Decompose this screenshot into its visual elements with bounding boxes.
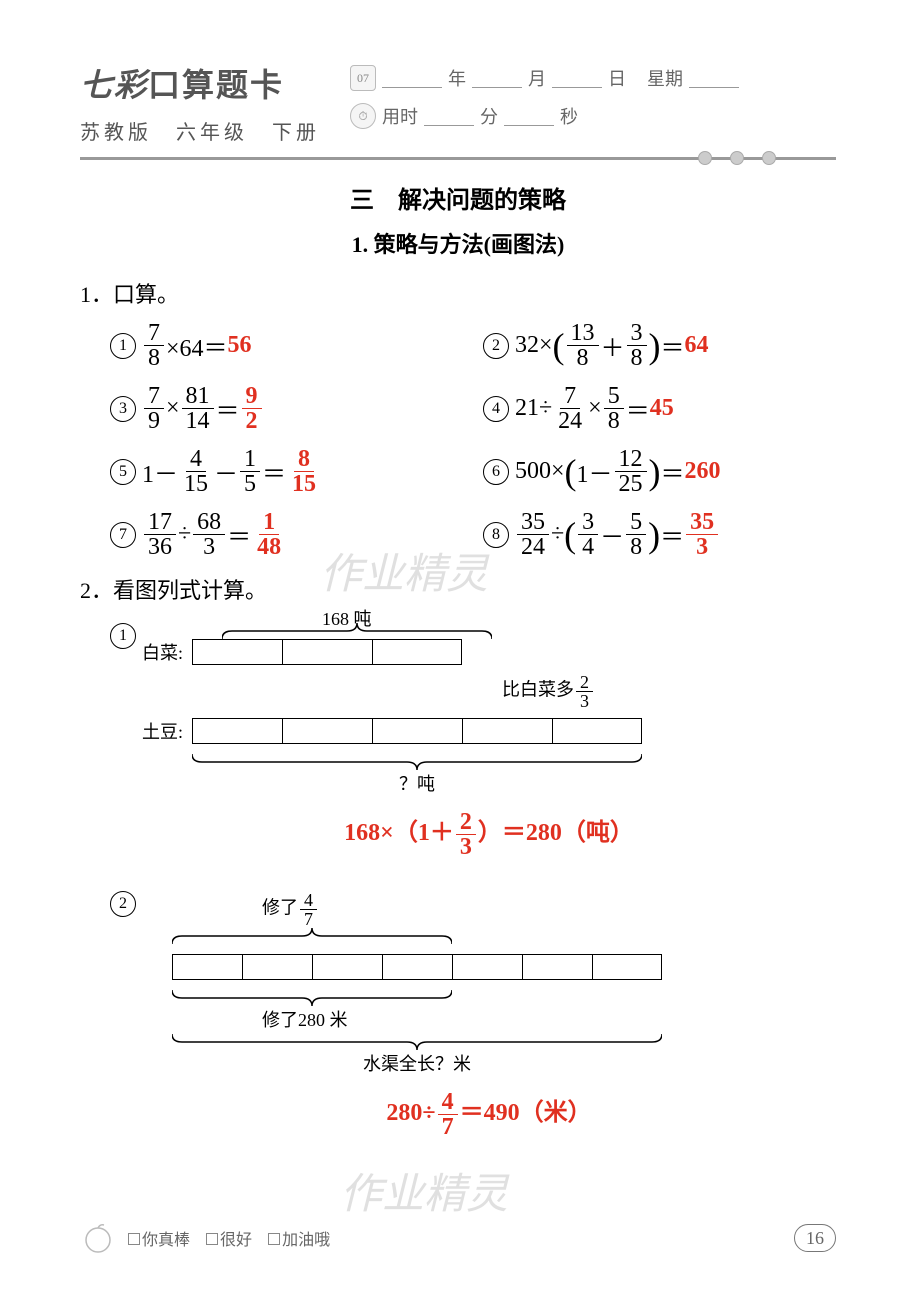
diagram-1: 1 168 吨 白菜: 比白菜多23 土豆: ？吨 bbox=[110, 623, 836, 873]
d2-top-label: 修了47 bbox=[262, 891, 836, 928]
d1-row1-label: 白菜: bbox=[142, 639, 192, 665]
eq-number: 3 bbox=[110, 396, 136, 422]
main-title: 七彩口算题卡 bbox=[80, 60, 320, 106]
eq-answer: 148 bbox=[251, 510, 287, 559]
q2-title: 2．看图列式计算。 bbox=[80, 573, 836, 605]
title-main: 口算题卡 bbox=[148, 67, 284, 103]
brace-icon bbox=[192, 752, 642, 770]
equation-item: 6 500× (1－ 1225) ＝260 bbox=[483, 447, 836, 496]
footer-option[interactable]: 很好 bbox=[206, 1232, 252, 1249]
equation-item: 7 1736 ÷ 683＝148 bbox=[110, 510, 463, 559]
eq-number: 7 bbox=[110, 522, 136, 548]
title-prefix: 七彩 bbox=[80, 67, 148, 103]
eq-answer: 815 bbox=[286, 447, 322, 496]
time-row: ⏱ 用时 分 秒 bbox=[350, 103, 836, 129]
brace-icon bbox=[172, 1032, 662, 1050]
equation-item: 2 32× (138＋38) ＝64 bbox=[483, 321, 836, 370]
eq-answer: 45 bbox=[650, 395, 674, 422]
brace-icon bbox=[172, 988, 452, 1006]
eq-number: 5 bbox=[110, 459, 136, 485]
equation-item: 1 78 ×64＝56 bbox=[110, 321, 463, 370]
eq-number: 4 bbox=[483, 396, 509, 422]
day-blank[interactable] bbox=[552, 68, 602, 88]
d2-num: 2 bbox=[110, 891, 136, 917]
d1-more-label: 比白菜多23 bbox=[502, 673, 836, 710]
d1-answer: 168×（1＋23）＝280（吨） bbox=[142, 810, 836, 859]
eq-answer: 260 bbox=[685, 458, 721, 485]
year-blank[interactable] bbox=[382, 68, 442, 88]
watermark: 作业精灵 bbox=[340, 1160, 508, 1221]
page-number: 16 bbox=[794, 1224, 836, 1252]
eq-number: 1 bbox=[110, 333, 136, 359]
tape-diagram bbox=[192, 639, 462, 665]
footer-option[interactable]: 你真棒 bbox=[128, 1232, 190, 1249]
d2-mid-label: 修了280 米 bbox=[262, 1006, 836, 1032]
equation-item: 5 1－ 415 － 15＝815 bbox=[110, 447, 463, 496]
clock-icon: ⏱ bbox=[350, 103, 376, 129]
eq-answer: 92 bbox=[240, 384, 264, 433]
footer-option[interactable]: 加油哦 bbox=[268, 1232, 330, 1249]
section-title: 1. 策略与方法(画图法) bbox=[80, 227, 836, 259]
eq-number: 2 bbox=[483, 333, 509, 359]
min-blank[interactable] bbox=[424, 106, 474, 126]
eq-answer: 353 bbox=[684, 510, 720, 559]
eq-number: 8 bbox=[483, 522, 509, 548]
tape-diagram bbox=[192, 718, 642, 744]
header-divider bbox=[80, 157, 836, 160]
eq-answer: 64 bbox=[685, 332, 709, 359]
date-row: 07 年 月 日 星期 bbox=[350, 65, 836, 91]
subtitle: 苏教版 六年级 下册 bbox=[80, 116, 320, 145]
q1-title: 1．口算。 bbox=[80, 277, 836, 309]
d1-top-label: 168 吨 bbox=[322, 605, 836, 631]
month-blank[interactable] bbox=[472, 68, 522, 88]
d2-bottom-label: 水渠全长？米 bbox=[172, 1050, 662, 1076]
equation-item: 8 3524 ÷ (34－58) ＝353 bbox=[483, 510, 836, 559]
mascot-icon bbox=[80, 1220, 116, 1256]
diagram-2: 2 修了47 修了280 米 水渠全长？米 280÷47＝490（米） bbox=[110, 891, 836, 1153]
equation-item: 4 21÷ 724 × 58＝45 bbox=[483, 384, 836, 433]
eq-number: 6 bbox=[483, 459, 509, 485]
brace-icon bbox=[172, 928, 452, 946]
eq-answer: 56 bbox=[228, 332, 252, 359]
tape-diagram bbox=[172, 954, 662, 980]
equation-grid: 1 78 ×64＝56 2 32× (138＋38) ＝64 3 79 × 8114… bbox=[110, 321, 836, 559]
d2-answer: 280÷47＝490（米） bbox=[142, 1090, 836, 1139]
d1-row2-label: 土豆: bbox=[142, 718, 192, 744]
calendar-icon: 07 bbox=[350, 65, 376, 91]
sec-blank[interactable] bbox=[504, 106, 554, 126]
chapter-title: 三 解决问题的策略 bbox=[80, 180, 836, 215]
d1-num: 1 bbox=[110, 623, 136, 649]
equation-item: 3 79 × 8114＝92 bbox=[110, 384, 463, 433]
weekday-blank[interactable] bbox=[689, 68, 739, 88]
footer: 你真棒 很好 加油哦 16 bbox=[80, 1220, 836, 1256]
d1-bottom-label: ？吨 bbox=[192, 770, 642, 796]
